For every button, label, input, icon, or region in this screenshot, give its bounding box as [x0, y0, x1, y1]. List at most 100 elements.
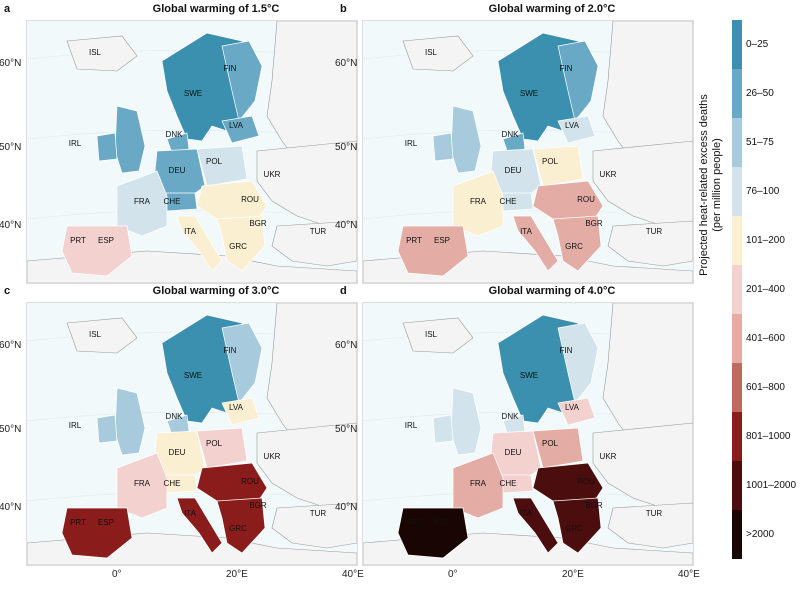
lon-tick-label: 40°E	[678, 569, 700, 580]
country-label-ita: ITA	[520, 509, 533, 518]
country-label-ukr: UKR	[264, 452, 281, 461]
country-label-lva: LVA	[229, 403, 244, 412]
italy-region	[512, 497, 559, 554]
legend-swatch	[732, 314, 742, 363]
country-label-deu: DEU	[169, 448, 186, 457]
lat-tick-label: 40°N	[335, 502, 358, 513]
balkans-region	[552, 497, 602, 554]
lon-tick-label: 20°E	[226, 569, 248, 580]
country-label-bgr: BGR	[249, 501, 267, 510]
panel-title: Global warming of 3.0°C	[152, 285, 280, 297]
country-label-pol: POL	[206, 157, 223, 166]
country-label-pol: POL	[542, 157, 559, 166]
iberia-region	[61, 507, 133, 559]
country-label-grc: GRC	[565, 242, 583, 251]
country-label-tur: TUR	[310, 227, 327, 236]
turkey-land	[607, 502, 693, 549]
country-label-che: CHE	[500, 197, 517, 206]
balkans-region	[216, 497, 266, 554]
lon-tick-label: 0°	[448, 569, 458, 580]
iceland-land	[402, 317, 474, 354]
legend-swatch	[732, 510, 742, 559]
italy-region	[176, 497, 223, 554]
country-label-fin: FIN	[560, 346, 573, 355]
country-label-ukr: UKR	[600, 452, 617, 461]
ireland-region	[96, 132, 118, 162]
legend-swatch	[732, 265, 742, 314]
legend-swatch	[732, 363, 742, 412]
country-label-fin: FIN	[224, 64, 237, 73]
country-label-tur: TUR	[646, 227, 663, 236]
country-label-isl: ISL	[89, 330, 102, 339]
country-label-ita: ITA	[184, 227, 197, 236]
baltics-region	[221, 115, 260, 144]
country-label-grc: GRC	[229, 242, 247, 251]
denmark-region	[502, 132, 526, 154]
lat-tick-label: 50°N	[335, 142, 358, 153]
lat-tick-label: 60°N	[0, 340, 22, 351]
country-label-fra: FRA	[134, 197, 151, 206]
country-label-tur: TUR	[646, 509, 663, 518]
country-label-esp: ESP	[434, 236, 450, 245]
panel-title: Global warming of 1.5°C	[152, 3, 280, 15]
country-label-esp: ESP	[434, 518, 450, 527]
map-area: ISL FIN SWE LVA DNK IRL POL DEU UKR FRA CHE ROU BGR P…	[362, 20, 694, 284]
legend-label: >2000	[746, 528, 775, 540]
baltics-region	[221, 397, 260, 426]
legend-label: 51–75	[746, 136, 774, 148]
country-label-swe: SWE	[520, 371, 538, 380]
lat-tick-label: 60°N	[335, 340, 358, 351]
ukraine-land	[256, 422, 357, 509]
country-label-prt: PRT	[70, 236, 86, 245]
country-label-tur: TUR	[310, 509, 327, 518]
balkans-region	[216, 215, 266, 272]
lat-tick-label: 60°N	[335, 58, 358, 69]
lat-tick-label: 50°N	[335, 424, 358, 435]
uk-region	[114, 387, 146, 456]
country-label-ukr: UKR	[600, 170, 617, 179]
country-label-che: CHE	[500, 479, 517, 488]
finland-region	[221, 322, 263, 404]
country-label-isl: ISL	[425, 330, 438, 339]
country-label-lva: LVA	[565, 403, 580, 412]
iceland-land	[66, 317, 138, 354]
lon-tick-label: 20°E	[562, 569, 584, 580]
ukraine-land	[592, 140, 693, 227]
legend-label: 201–400	[746, 283, 785, 295]
legend-label: 801–1000	[746, 430, 791, 442]
country-label-rou: ROU	[241, 195, 259, 204]
country-label-bgr: BGR	[585, 219, 603, 228]
legend-label: 1001–2000	[746, 479, 797, 491]
country-label-rou: ROU	[577, 195, 595, 204]
country-label-fin: FIN	[224, 346, 237, 355]
country-label-prt: PRT	[70, 518, 86, 527]
panel-title: Global warming of 4.0°C	[488, 285, 616, 297]
turkey-land	[271, 502, 357, 549]
country-label-dnk: DNK	[166, 130, 184, 139]
poland-region	[532, 427, 584, 469]
finland-region	[557, 322, 599, 404]
panel-letter: c	[4, 285, 11, 297]
legend-label: 101–200	[746, 234, 785, 246]
country-label-bgr: BGR	[585, 501, 603, 510]
iberia-region	[397, 225, 469, 277]
country-label-irl: IRL	[69, 139, 82, 148]
country-label-esp: ESP	[98, 518, 114, 527]
ireland-region	[432, 132, 454, 162]
country-label-fra: FRA	[470, 197, 487, 206]
uk-region	[450, 387, 482, 456]
country-label-deu: DEU	[505, 166, 522, 175]
uk-region	[114, 105, 146, 174]
legend-title: Projected heat-related excess deaths (pe…	[698, 70, 724, 300]
legend-swatch	[732, 461, 742, 510]
iberia-region	[61, 225, 133, 277]
legend-swatch	[732, 118, 742, 167]
poland-region	[532, 145, 584, 187]
legend-label: 26–50	[746, 87, 774, 99]
ukraine-land	[256, 140, 357, 227]
country-label-swe: SWE	[184, 89, 202, 98]
panel-letter: b	[340, 3, 347, 15]
panel-title: Global warming of 2.0°C	[488, 3, 616, 15]
country-label-che: CHE	[164, 479, 181, 488]
legend-label: 401–600	[746, 332, 785, 344]
